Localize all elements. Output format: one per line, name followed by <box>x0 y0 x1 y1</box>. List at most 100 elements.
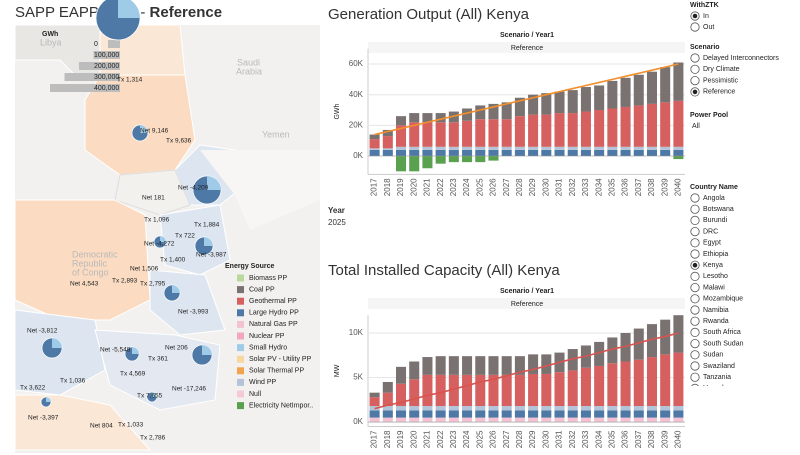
radio-label[interactable]: Angola <box>703 195 725 202</box>
x-tick-label: 2020 <box>409 178 418 196</box>
radio-button[interactable] <box>690 53 700 63</box>
radio-button[interactable] <box>690 361 700 371</box>
bar-segment <box>541 410 552 418</box>
radio-label[interactable]: Egypt <box>703 240 721 247</box>
x-tick-label: 2035 <box>607 178 616 196</box>
radio-button[interactable] <box>690 238 700 248</box>
place-name: Republic <box>72 258 108 268</box>
bar-segment <box>660 67 671 103</box>
radio-label[interactable]: Rwanda <box>703 318 729 325</box>
bar-segment <box>554 113 565 147</box>
x-tick-label: 2019 <box>396 430 405 448</box>
radio-button[interactable] <box>690 350 700 360</box>
radio-button[interactable] <box>690 271 700 281</box>
radio-button[interactable] <box>690 338 700 349</box>
bar-segment <box>448 417 459 423</box>
bar-segment <box>382 392 393 407</box>
chart-title: Total Installed Capacity (All) Kenya <box>328 262 560 279</box>
bar-segment <box>633 74 644 106</box>
radio-label[interactable]: Tanzania <box>703 374 731 381</box>
radio-label[interactable]: Lesotho <box>703 273 728 280</box>
radio-button[interactable] <box>690 22 700 32</box>
legend-label: Nuclear PP <box>249 333 285 340</box>
x-tick-label: 2040 <box>674 178 683 196</box>
legend-swatch <box>237 344 244 352</box>
x-tick-label: 2024 <box>462 178 471 196</box>
bar-segment <box>594 417 605 423</box>
bar-segment <box>673 417 684 423</box>
radio-label[interactable]: Kenya <box>703 262 723 269</box>
radio-button[interactable] <box>690 76 700 86</box>
radio-button[interactable] <box>690 227 700 237</box>
x-tick-label: 2027 <box>502 430 511 448</box>
flow-label: Net -4,209 <box>178 185 209 192</box>
legend-label: Biomass PP <box>249 275 287 282</box>
bar-segment <box>501 417 512 423</box>
radio-label[interactable]: Delayed Interconnectors <box>703 55 779 62</box>
radio-button[interactable] <box>690 372 700 382</box>
radio-label[interactable]: Namibia <box>703 307 729 314</box>
bar-segment <box>673 156 684 160</box>
filter-title: Country Name <box>690 184 738 191</box>
filter-title: Power Pool <box>690 112 728 119</box>
radio-dot[interactable] <box>692 13 698 19</box>
flow-label: Net 181 <box>142 195 165 202</box>
y-tick-label: 5K <box>353 373 363 382</box>
bar-segment <box>607 337 618 364</box>
map-pie-slice <box>160 236 166 242</box>
bar-segment <box>620 406 631 411</box>
radio-label[interactable]: DRC <box>703 228 718 235</box>
flow-label: Tx 1,096 <box>144 217 170 224</box>
radio-label[interactable]: Reference <box>703 89 735 96</box>
bar-segment <box>620 149 631 157</box>
radio-label[interactable]: Sudan <box>703 352 723 359</box>
bar-segment <box>514 146 525 150</box>
bar-segment <box>422 406 433 411</box>
radio-label[interactable]: Ethiopia <box>703 251 728 258</box>
radio-label[interactable]: Out <box>703 24 714 31</box>
bar-segment <box>409 417 420 423</box>
radio-button[interactable] <box>690 204 700 214</box>
radio-button[interactable] <box>690 316 700 326</box>
bar-segment <box>462 417 473 423</box>
flow-label: Net 4,543 <box>70 281 99 288</box>
radio-label[interactable]: Malawi <box>703 284 725 291</box>
bar-segment <box>488 103 499 120</box>
radio-dot[interactable] <box>692 262 698 268</box>
radio-label[interactable]: South Africa <box>703 329 741 336</box>
filter-value[interactable]: All <box>692 123 700 130</box>
radio-label[interactable]: Burundi <box>703 217 728 224</box>
radio-button[interactable] <box>690 249 700 259</box>
map-pie-slice <box>52 338 62 348</box>
bar-segment <box>541 417 552 423</box>
facet-label: Reference <box>511 45 543 52</box>
radio-label[interactable]: Swaziland <box>703 363 735 370</box>
radio-button[interactable] <box>690 282 700 293</box>
radio-label[interactable]: South Sudan <box>703 340 744 347</box>
radio-label[interactable]: Mozambique <box>703 296 743 303</box>
bar-segment <box>514 149 525 157</box>
bar-segment <box>567 90 578 114</box>
x-tick-label: 2026 <box>489 178 498 196</box>
bar-segment <box>580 406 591 411</box>
bar-segment <box>382 148 393 150</box>
radio-label[interactable]: Botswana <box>703 206 734 213</box>
radio-label[interactable]: Pessimistic <box>703 77 739 84</box>
radio-button[interactable] <box>690 193 700 203</box>
radio-dot[interactable] <box>692 89 698 95</box>
radio-button[interactable] <box>690 327 700 337</box>
radio-button[interactable] <box>690 215 700 225</box>
bar-segment <box>580 410 591 418</box>
legend-swatch <box>237 332 244 340</box>
bar-segment <box>475 146 486 150</box>
bar-segment <box>462 149 473 157</box>
radio-button[interactable] <box>690 294 700 304</box>
bar-segment <box>660 406 671 411</box>
radio-label[interactable]: Dry Climate <box>703 66 740 73</box>
radio-label[interactable]: In <box>703 13 709 20</box>
bar-segment <box>462 146 473 150</box>
radio-button[interactable] <box>690 64 700 74</box>
bar-segment <box>369 392 380 398</box>
radio-button[interactable] <box>690 305 700 315</box>
